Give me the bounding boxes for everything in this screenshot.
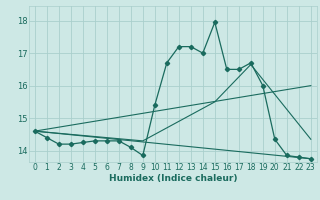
X-axis label: Humidex (Indice chaleur): Humidex (Indice chaleur) [108,174,237,183]
